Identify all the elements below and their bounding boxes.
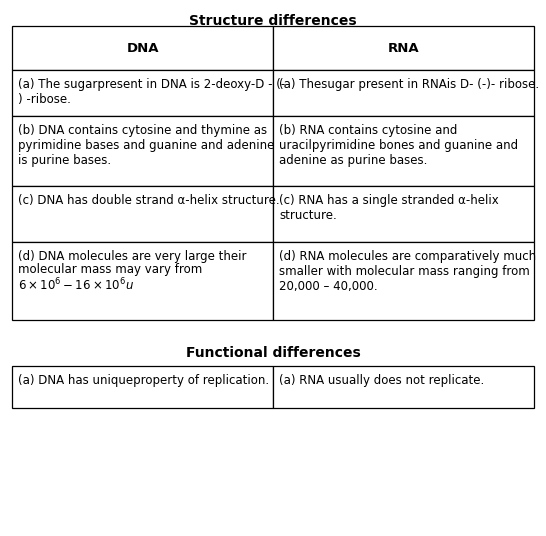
Bar bbox=[273, 26, 534, 70]
Bar bbox=[12, 366, 273, 408]
Text: (b) RNA contains cytosine and
uracilpyrimidine bones and guanine and
adenine as : (b) RNA contains cytosine and uracilpyri… bbox=[279, 124, 518, 167]
Bar bbox=[273, 186, 534, 242]
Text: (b) DNA contains cytosine and thymine as
pyrimidine bases and guanine and adenin: (b) DNA contains cytosine and thymine as… bbox=[18, 124, 275, 167]
Text: RNA: RNA bbox=[388, 41, 419, 55]
Text: molecular mass may vary from: molecular mass may vary from bbox=[18, 264, 202, 277]
Text: (a) RNA usually does not replicate.: (a) RNA usually does not replicate. bbox=[279, 374, 484, 387]
Text: DNA: DNA bbox=[126, 41, 159, 55]
Text: (d) DNA molecules are very large their: (d) DNA molecules are very large their bbox=[18, 250, 246, 263]
Bar bbox=[12, 186, 273, 242]
Bar bbox=[273, 70, 534, 116]
Bar bbox=[12, 242, 273, 320]
Bar bbox=[273, 242, 534, 320]
Bar bbox=[12, 116, 273, 186]
Bar bbox=[12, 26, 273, 70]
Bar bbox=[273, 366, 534, 408]
Bar bbox=[273, 116, 534, 186]
Text: (a) DNA has uniqueproperty of replication.: (a) DNA has uniqueproperty of replicatio… bbox=[18, 374, 269, 387]
Text: (a) Thesugar present in RNAis D- (-)- ribose.: (a) Thesugar present in RNAis D- (-)- ri… bbox=[279, 78, 539, 91]
Text: (c) DNA has double strand α-helix structure.: (c) DNA has double strand α-helix struct… bbox=[18, 194, 280, 207]
Text: Functional differences: Functional differences bbox=[186, 346, 360, 360]
Text: (a) The sugarpresent in DNA is 2-deoxy-D - (-
) -ribose.: (a) The sugarpresent in DNA is 2-deoxy-D… bbox=[18, 78, 285, 106]
Bar bbox=[12, 70, 273, 116]
Text: (c) RNA has a single stranded α-helix
structure.: (c) RNA has a single stranded α-helix st… bbox=[279, 194, 498, 222]
Text: $6 \times 10^6 - 16 \times 10^6u$: $6 \times 10^6 - 16 \times 10^6u$ bbox=[18, 277, 134, 294]
Text: Structure differences: Structure differences bbox=[189, 14, 357, 28]
Text: (d) RNA molecules are comparatively much
smaller with molecular mass ranging fro: (d) RNA molecules are comparatively much… bbox=[279, 250, 536, 293]
